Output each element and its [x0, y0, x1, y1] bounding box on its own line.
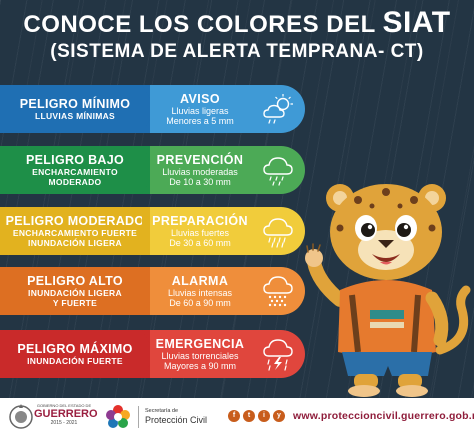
level-name: PELIGRO MODERADO [5, 214, 145, 228]
alert-amount: De 30 a 60 mm [169, 238, 231, 248]
facebook-icon[interactable]: f [228, 410, 240, 422]
alert-name: ALARMA [171, 274, 229, 288]
instagram-icon[interactable]: i [258, 410, 270, 422]
cloud-heavy-rain-icon [263, 276, 293, 307]
alert-amount: De 10 a 30 mm [169, 177, 231, 187]
gob-name: GUERRERO [34, 408, 98, 420]
alert-amount: Mayores a 90 mm [163, 361, 237, 371]
poster-title: CONOCE LOS COLORES DEL SIAT [0, 6, 474, 40]
title-prefix: CONOCE LOS COLORES DEL [23, 11, 383, 38]
guerrero-flower-logo [106, 405, 130, 428]
level-desc: LLUVIAS MÍNIMAS [34, 111, 116, 121]
level-red: PELIGRO MÁXIMO INUNDACIÓN FUERTE EMERGEN… [0, 330, 305, 378]
level-danger-box: PELIGRO MÁXIMO INUNDACIÓN FUERTE [0, 330, 150, 378]
gob-years: 2015 - 2021 [50, 420, 78, 426]
level-blue: PELIGRO MÍNIMO LLUVIAS MÍNIMAS AVISO Llu… [0, 85, 305, 133]
title-siat: SIAT [382, 6, 451, 39]
sun-cloud-icon [263, 94, 293, 124]
footer-bar: GOBIERNO DEL ESTADO DE GUERRERO 2015 - 2… [0, 398, 474, 435]
poster-subtitle: (SISTEMA DE ALERTA TEMPRANA- CT) [50, 41, 424, 62]
level-desc-2: MODERADO [48, 177, 102, 187]
level-danger-box: PELIGRO BAJO ENCHARCAMIENTO MODERADO [0, 146, 150, 194]
level-danger-box: PELIGRO MODERADO ENCHARCAMIENTO FUERTE I… [0, 207, 150, 255]
cloud-rain-icon [263, 157, 293, 186]
alert-rain: Lluvias intensas [167, 288, 233, 298]
footer-divider [138, 406, 139, 428]
gob-small-text: GOBIERNO DEL ESTADO DE [36, 403, 92, 408]
alert-name: PREPARACIÓN [152, 214, 248, 228]
cloud-rain-icon [263, 218, 293, 248]
alert-amount: Menores a 5 mm [166, 116, 234, 126]
alert-amount: De 60 a 90 mm [169, 298, 231, 308]
level-desc-2: INUNDACIÓN LIGERA [28, 238, 122, 248]
youtube-icon[interactable]: y [273, 410, 285, 422]
website-link[interactable]: www.proteccioncivil.guerrero.gob.mx [293, 410, 474, 422]
level-desc-2: Y FUERTE [52, 298, 98, 308]
level-danger-box: PELIGRO ALTO INUNDACIÓN LIGERA Y FUERTE [0, 267, 150, 315]
level-name: PELIGRO MÍNIMO [19, 97, 131, 111]
level-desc: INUNDACIÓN FUERTE [27, 356, 123, 366]
alert-rain: Lluvias fuertes [170, 228, 230, 238]
level-desc: ENCHARCAMIENTO [32, 167, 118, 177]
level-alert-box: PREVENCIÓN Lluvias moderadas De 10 a 30 … [150, 146, 305, 194]
social-icons: f t i y [228, 410, 285, 422]
state-seal-logo [9, 404, 33, 429]
state-government-logo: GOBIERNO DEL ESTADO DE GUERRERO 2015 - 2… [34, 403, 98, 426]
jaguar-mascot-illustration [305, 184, 471, 397]
level-danger-box: PELIGRO MÍNIMO LLUVIAS MÍNIMAS [0, 85, 150, 133]
alert-name: AVISO [180, 92, 220, 106]
cloud-storm-icon [263, 339, 293, 371]
level-name: PELIGRO ALTO [27, 274, 123, 288]
alert-name: EMERGENCIA [155, 337, 245, 351]
alert-rain: Lluvias ligeras [171, 106, 229, 116]
level-name: PELIGRO MÁXIMO [17, 342, 133, 356]
alert-name: PREVENCIÓN [156, 153, 244, 167]
level-orange: PELIGRO ALTO INUNDACIÓN LIGERA Y FUERTE … [0, 267, 305, 315]
level-desc: INUNDACIÓN LIGERA [28, 288, 122, 298]
secretaria-logo-text: Secretaría de Protección Civil [145, 408, 207, 426]
level-name: PELIGRO BAJO [25, 153, 125, 167]
level-alert-box: EMERGENCIA Lluvias torrenciales Mayores … [150, 330, 305, 378]
level-yellow: PELIGRO MODERADO ENCHARCAMIENTO FUERTE I… [0, 207, 305, 255]
level-alert-box: PREPARACIÓN Lluvias fuertes De 30 a 60 m… [150, 207, 305, 255]
level-green: PELIGRO BAJO ENCHARCAMIENTO MODERADO PRE… [0, 146, 305, 194]
level-alert-box: AVISO Lluvias ligeras Menores a 5 mm [150, 85, 305, 133]
sec-small-text: Secretaría de [145, 408, 179, 414]
level-alert-box: ALARMA Lluvias intensas De 60 a 90 mm [150, 267, 305, 315]
sec-name: Protección Civil [145, 415, 208, 425]
level-desc: ENCHARCAMIENTO FUERTE [12, 228, 138, 238]
alert-rain: Lluvias moderadas [162, 167, 238, 177]
twitter-icon[interactable]: t [243, 410, 255, 422]
alert-rain: Lluvias torrenciales [161, 351, 239, 361]
